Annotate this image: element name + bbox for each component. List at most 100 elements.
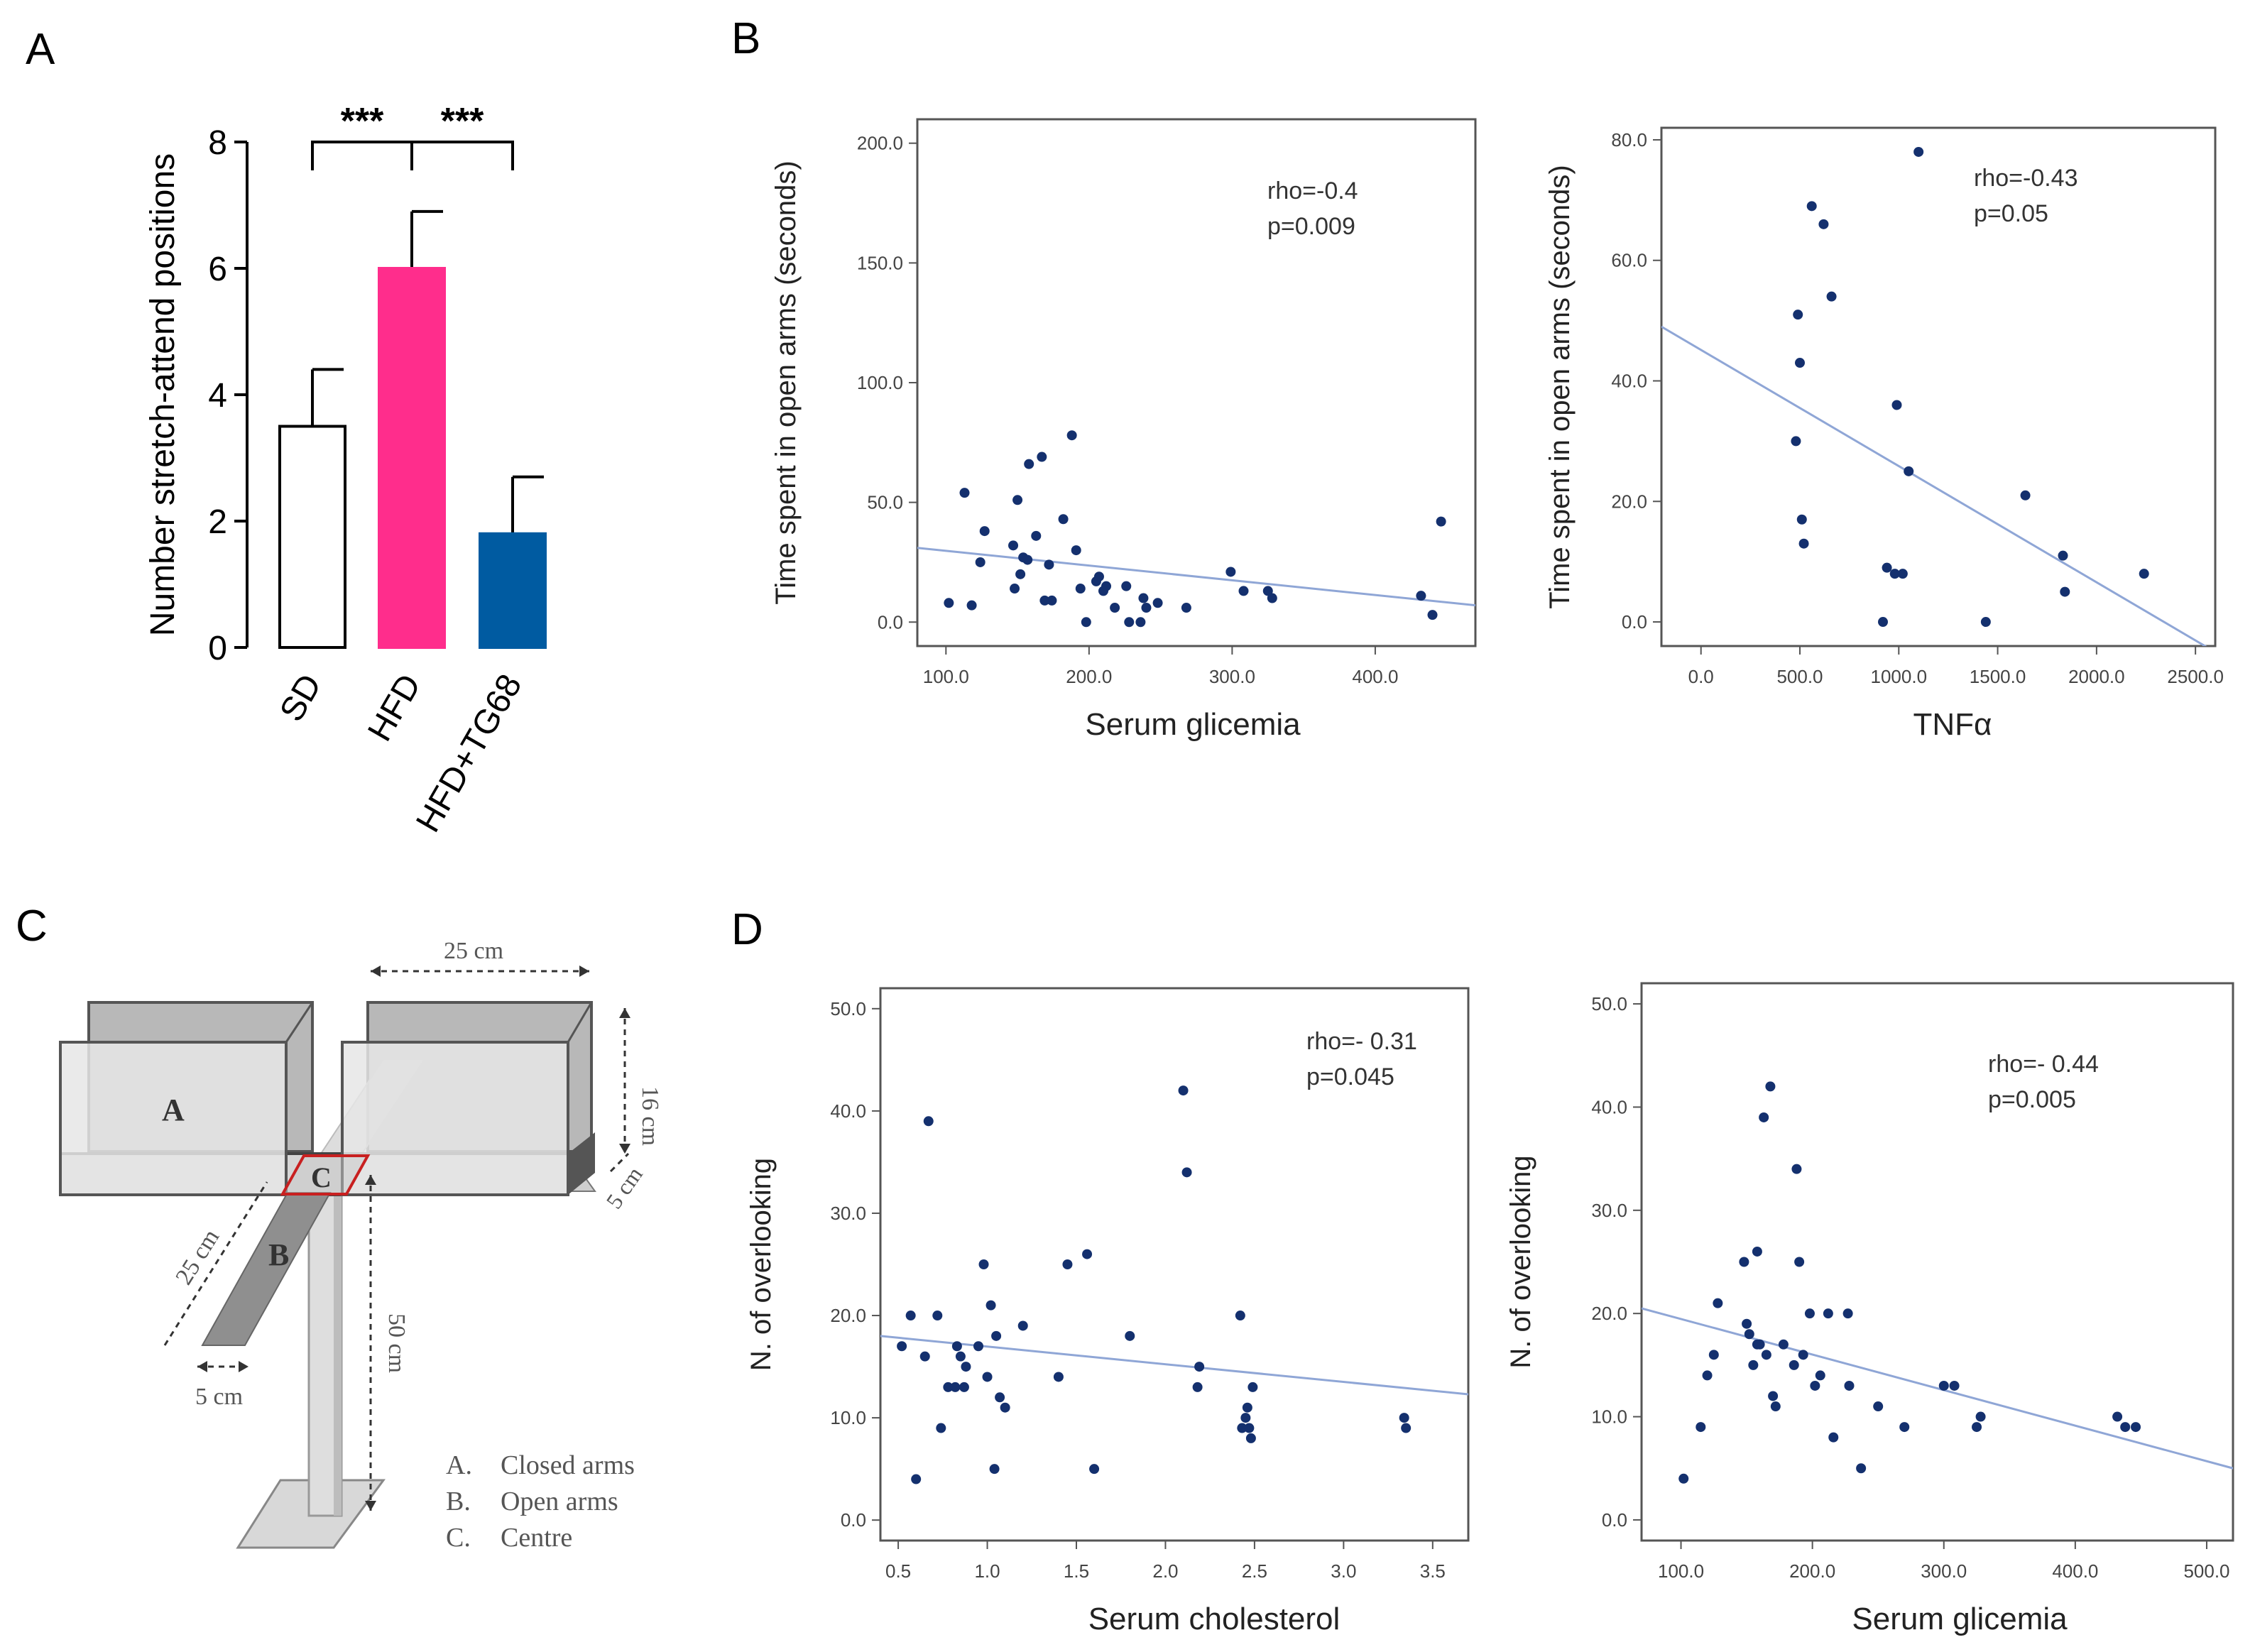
data-point bbox=[1818, 219, 1829, 229]
data-point bbox=[1399, 1413, 1409, 1423]
x-category-label: SD bbox=[273, 668, 329, 728]
data-point bbox=[1138, 593, 1149, 603]
data-point bbox=[1713, 1298, 1723, 1308]
data-point bbox=[1778, 1339, 1789, 1350]
data-point bbox=[982, 1372, 993, 1382]
data-point bbox=[2112, 1411, 2123, 1422]
data-point bbox=[943, 1382, 954, 1392]
data-point bbox=[1015, 569, 1026, 579]
x-tick-label: 300.0 bbox=[1209, 666, 1255, 687]
x-tick-label: 100.0 bbox=[1658, 1560, 1704, 1582]
data-point bbox=[1022, 554, 1033, 565]
maze-post-shade bbox=[334, 1193, 342, 1516]
data-point bbox=[1798, 538, 1809, 549]
data-point bbox=[1795, 358, 1805, 368]
y-tick-label: 30.0 bbox=[1591, 1200, 1627, 1221]
y-tick-label: 20.0 bbox=[1591, 1303, 1627, 1324]
x-tick-label: 300.0 bbox=[1921, 1560, 1967, 1582]
data-point bbox=[2120, 1422, 2131, 1433]
data-point bbox=[1980, 617, 1991, 628]
data-point bbox=[1058, 514, 1069, 525]
data-point bbox=[1125, 1330, 1135, 1341]
y-tick-label: 4 bbox=[208, 377, 227, 415]
plot-frame bbox=[916, 118, 1477, 647]
data-point bbox=[959, 488, 970, 498]
x-tick-label: 500.0 bbox=[1776, 666, 1823, 687]
data-point bbox=[1765, 1081, 1776, 1092]
data-point bbox=[2058, 550, 2068, 561]
data-point bbox=[1949, 1380, 1960, 1391]
x-tick-label: 2.0 bbox=[1152, 1560, 1178, 1582]
data-point bbox=[911, 1474, 922, 1484]
rho-annotation: rho=- 0.44 bbox=[1988, 1051, 2099, 1078]
panel-label-a: A bbox=[26, 25, 55, 74]
data-point bbox=[1010, 584, 1020, 594]
data-point bbox=[1899, 1422, 1910, 1433]
regression-line bbox=[1642, 1307, 2233, 1470]
region-label-b: B bbox=[268, 1237, 289, 1272]
y-tick-label: 0.0 bbox=[841, 1509, 866, 1531]
data-point bbox=[989, 1464, 1000, 1475]
x-tick-label: 100.0 bbox=[923, 666, 969, 687]
y-tick-label: 8 bbox=[208, 124, 227, 162]
data-point bbox=[1791, 436, 1801, 447]
data-point bbox=[1039, 595, 1050, 606]
y-axis-label: Number stretch-attend positions bbox=[144, 153, 182, 636]
data-point bbox=[1815, 1370, 1825, 1381]
data-point bbox=[1242, 1402, 1252, 1413]
x-category-label: HFD bbox=[361, 668, 428, 748]
panel-label-b: B bbox=[731, 14, 760, 63]
x-tick-label: 200.0 bbox=[1066, 666, 1112, 687]
y-axis-label: Time spent in open arms (seconds) bbox=[1544, 165, 1576, 608]
x-axis-label: Serum glicemia bbox=[1852, 1602, 2068, 1636]
data-point bbox=[1823, 1308, 1833, 1319]
bar-hfd-tg68 bbox=[479, 532, 547, 649]
y-tick-label: 2 bbox=[208, 503, 227, 541]
plot-frame bbox=[1640, 982, 2234, 1542]
data-point bbox=[966, 600, 977, 611]
legend-key-c: C. bbox=[446, 1523, 471, 1553]
y-tick-label: 60.0 bbox=[1611, 250, 1647, 271]
data-point bbox=[1794, 1257, 1805, 1267]
p-annotation: p=0.009 bbox=[1267, 213, 1355, 240]
y-tick-label: 30.0 bbox=[830, 1203, 866, 1224]
data-point bbox=[1152, 598, 1163, 608]
data-point bbox=[1754, 1339, 1765, 1350]
legend-key-b: B. bbox=[446, 1487, 471, 1516]
panel-label-d: D bbox=[731, 905, 763, 954]
data-point bbox=[1181, 1167, 1192, 1178]
data-point bbox=[978, 1259, 989, 1269]
data-point bbox=[1842, 1308, 1853, 1319]
data-point bbox=[1066, 430, 1077, 441]
data-point bbox=[1044, 559, 1054, 570]
data-point bbox=[985, 1300, 996, 1311]
data-point bbox=[1897, 569, 1908, 579]
x-tick-label: 500.0 bbox=[2183, 1560, 2229, 1582]
data-point bbox=[1798, 1350, 1808, 1360]
data-point bbox=[1742, 1318, 1752, 1329]
data-point bbox=[1768, 1391, 1779, 1401]
data-point bbox=[1436, 516, 1446, 527]
y-tick-label: 50.0 bbox=[1591, 993, 1627, 1014]
data-point bbox=[1000, 1402, 1010, 1413]
x-axis-label: Serum cholesterol bbox=[1088, 1602, 1341, 1636]
data-point bbox=[1975, 1411, 1986, 1422]
data-point bbox=[1101, 581, 1112, 591]
data-point bbox=[1245, 1433, 1256, 1443]
data-point bbox=[1037, 452, 1047, 462]
data-point bbox=[1761, 1350, 1771, 1360]
legend-key-a: A. bbox=[446, 1450, 472, 1480]
data-point bbox=[1856, 1463, 1867, 1474]
arrow-top-right bbox=[579, 966, 589, 977]
diagram-legend: A. Closed arms B. Open arms C. Centre bbox=[446, 1450, 635, 1553]
data-point bbox=[2060, 586, 2070, 597]
data-point bbox=[961, 1362, 971, 1372]
regression-line bbox=[1661, 325, 2207, 646]
dim-label-width-left: 5 cm bbox=[195, 1384, 243, 1410]
data-point bbox=[1744, 1329, 1754, 1340]
arrow-post-bottom bbox=[365, 1501, 376, 1511]
data-point bbox=[995, 1392, 1005, 1403]
data-point bbox=[923, 1116, 934, 1127]
data-point bbox=[1075, 584, 1086, 594]
bar-sd bbox=[278, 425, 346, 649]
